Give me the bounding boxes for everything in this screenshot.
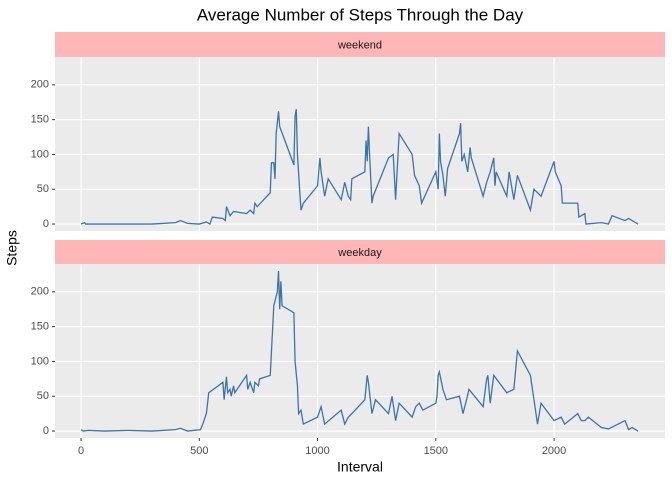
y-tick-label: 0 (43, 425, 49, 437)
y-tick-label: 200 (31, 286, 49, 298)
y-axis-title: Steps (4, 230, 20, 266)
x-tick-label: 1500 (424, 445, 448, 457)
x-tick-label: 2000 (542, 445, 566, 457)
panel (55, 264, 665, 438)
y-tick-label: 0 (43, 218, 49, 230)
y-tick-label: 50 (37, 390, 49, 402)
strip (55, 240, 665, 264)
y-tick-label: 150 (31, 114, 49, 126)
x-tick-label: 1000 (305, 445, 329, 457)
x-tick-label: 500 (190, 445, 208, 457)
x-tick-label: 0 (78, 445, 84, 457)
y-tick-label: 50 (37, 183, 49, 195)
y-tick-label: 200 (31, 79, 49, 91)
strip-label: weekend (337, 39, 382, 51)
y-tick-label: 100 (31, 355, 49, 367)
y-tick-label: 100 (31, 148, 49, 160)
y-tick-label: 150 (31, 321, 49, 333)
series-line (80, 270, 639, 432)
strip (55, 32, 665, 57)
series-line (80, 109, 639, 226)
strip-label: weekday (337, 247, 382, 259)
panel (55, 57, 665, 231)
x-axis-title: Interval (337, 459, 383, 475)
chart-title: Average Number of Steps Through the Day (197, 5, 524, 24)
